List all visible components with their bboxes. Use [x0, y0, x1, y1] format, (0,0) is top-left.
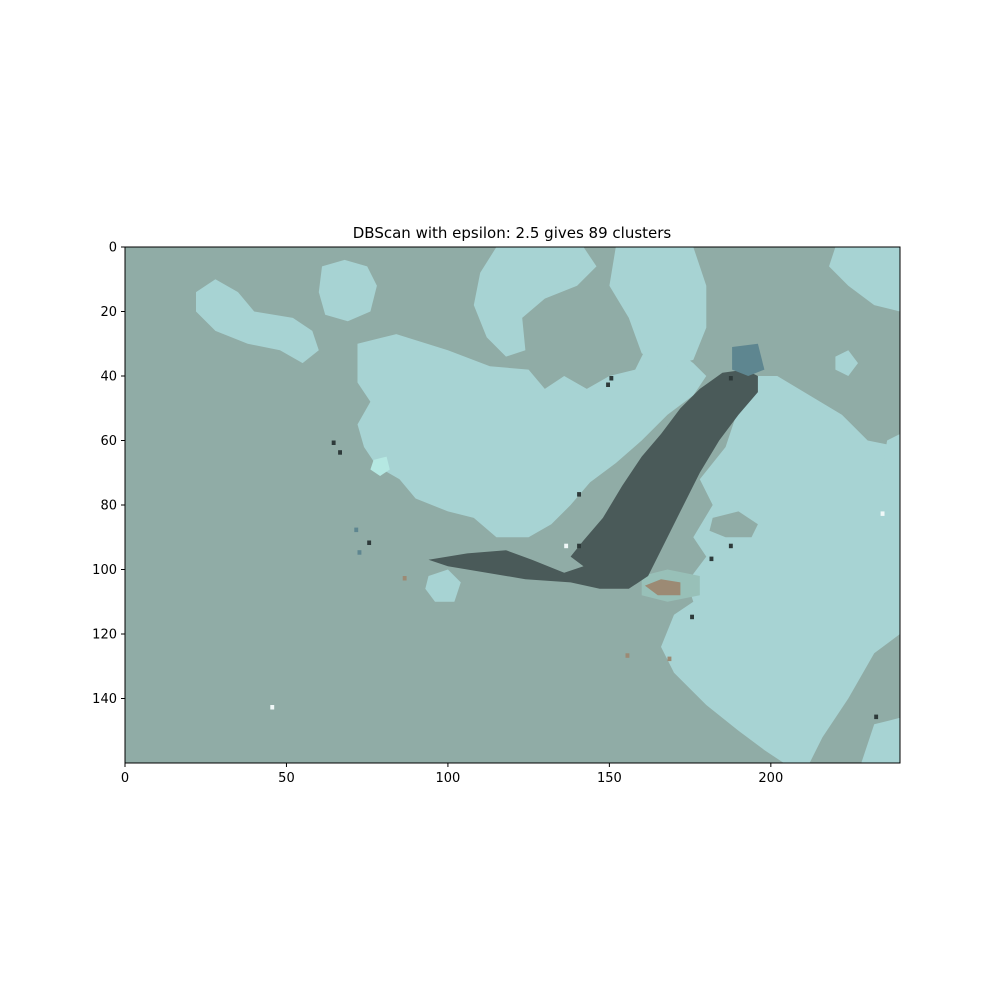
- cluster-speck-16: [564, 543, 569, 549]
- cluster-speck-9: [690, 614, 694, 620]
- y-tick-label: 100: [92, 563, 117, 578]
- cluster-region-brown-cluster-16: [644, 579, 681, 596]
- cluster-region-bow-cluster-15: [732, 343, 765, 376]
- cluster-region-mint-cluster-12: [370, 456, 390, 476]
- x-tick-label: 150: [597, 771, 622, 786]
- x-tick-label: 0: [121, 771, 129, 786]
- x-tick-label: 100: [436, 771, 461, 786]
- cluster-speck-19: [402, 576, 407, 581]
- cluster-specks: [270, 376, 885, 720]
- cluster-speck-5: [709, 556, 714, 562]
- heatmap-area: [125, 247, 900, 763]
- cluster-region-light-cluster-7: [861, 717, 900, 763]
- cluster-speck-1: [606, 382, 610, 387]
- cluster-speck-13: [357, 550, 362, 555]
- cluster-region-light-cluster-6: [829, 247, 900, 312]
- cluster-speck-6: [728, 543, 733, 549]
- cluster-region-light-cluster-1: [609, 247, 707, 367]
- y-tick-label: 60: [100, 434, 117, 449]
- chart-title: DBScan with epsilon: 2.5 gives 89 cluste…: [353, 224, 672, 242]
- cluster-speck-17: [625, 653, 630, 658]
- cluster-region-light-cluster-4: [196, 279, 319, 364]
- cluster-speck-0: [609, 376, 614, 381]
- y-tick-label: 0: [109, 241, 117, 256]
- x-tick-label: 50: [278, 771, 295, 786]
- cluster-speck-15: [270, 705, 275, 710]
- cluster-region-boat-cluster-14: [428, 369, 758, 589]
- cluster-region-background-cluster-11: [709, 511, 758, 538]
- cluster-speck-14: [880, 511, 885, 516]
- cluster-region-light-cluster-8: [425, 569, 461, 602]
- cluster-regions: [196, 247, 900, 763]
- cluster-speck-3: [338, 450, 342, 455]
- cluster-speck-10: [728, 376, 733, 381]
- y-tick-label: 80: [100, 499, 117, 514]
- y-axis: 0 20 40 60 80 100 120 140: [92, 241, 125, 707]
- cluster-speck-11: [874, 714, 879, 720]
- cluster-speck-2: [331, 440, 336, 445]
- cluster-speck-8: [577, 492, 581, 497]
- cluster-speck-12: [354, 527, 359, 533]
- cluster-speck-18: [667, 656, 672, 662]
- cluster-region-light-cluster-0: [357, 334, 707, 538]
- cluster-region-light-cluster-3: [318, 259, 377, 322]
- cluster-region-light-cluster-2: [473, 247, 597, 357]
- cluster-speck-7: [577, 543, 581, 549]
- y-tick-label: 140: [92, 692, 117, 707]
- cluster-speck-4: [367, 540, 372, 545]
- y-tick-label: 120: [92, 628, 117, 643]
- x-tick-label: 200: [758, 771, 783, 786]
- x-axis: 0 50 100 150 200: [121, 763, 783, 786]
- cluster-region-light-cluster-5: [661, 376, 900, 763]
- cluster-region-light-cluster-10: [880, 434, 900, 493]
- y-tick-label: 20: [100, 305, 117, 320]
- cluster-region-light-cluster-9: [835, 350, 858, 376]
- y-tick-label: 40: [100, 370, 117, 385]
